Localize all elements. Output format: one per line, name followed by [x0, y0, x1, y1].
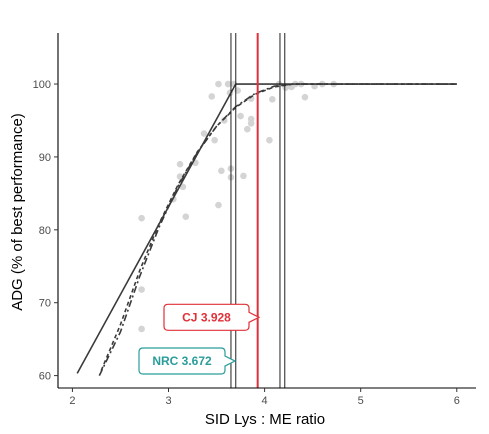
data-point-7 [182, 213, 190, 220]
data-point-2 [138, 325, 145, 333]
y-tick-label-60: 60 [39, 371, 51, 383]
data-point-35 [301, 93, 309, 101]
nrc-callout-box [138, 347, 237, 375]
data-point-22 [237, 112, 244, 120]
data-point-29 [268, 96, 276, 103]
data-point-10 [208, 93, 216, 100]
cj-callout-box [163, 303, 261, 331]
cj-callout-label: CJ 3.928 [182, 310, 231, 324]
data-point-0 [138, 214, 145, 222]
x-tick-label-3: 3 [165, 395, 171, 407]
broken-line-fit [76, 83, 457, 374]
data-point-16 [224, 80, 232, 88]
data-point-23 [240, 172, 247, 180]
y-tick-label-90: 90 [39, 152, 51, 164]
quadratic-fit-curve [100, 83, 457, 371]
x-axis-title: SID Lys : ME ratio [205, 411, 325, 428]
data-point-12 [215, 80, 222, 88]
x-tick-label-2: 2 [69, 395, 75, 407]
y-tick-label-80: 80 [39, 225, 51, 237]
x-tick-label-6: 6 [454, 395, 460, 407]
data-point-24 [244, 125, 251, 133]
y-tick-label-70: 70 [39, 298, 51, 310]
x-tick-label-4: 4 [262, 395, 268, 407]
data-point-28 [266, 136, 273, 144]
axes: 2 3 4 5 6 60 70 80 90 100 [33, 33, 476, 407]
nrc-callout-label: NRC 3.672 [152, 354, 212, 368]
data-point-1 [138, 286, 145, 293]
y-axis-title: ADG (% of best performance) [9, 113, 26, 311]
dashdot-fit-curve [98, 83, 457, 376]
data-point-11 [211, 136, 218, 144]
x-tick-label-5: 5 [358, 395, 364, 407]
data-point-13 [215, 201, 222, 209]
data-point-14 [218, 167, 225, 175]
y-tick-label-100: 100 [33, 79, 51, 91]
data-point-9 [200, 130, 208, 137]
plot-area: CJ 3.928 NRC 3.672 [76, 33, 457, 388]
data-point-26 [247, 120, 255, 127]
data-point-5 [176, 160, 184, 168]
data-point-15 [220, 117, 228, 124]
